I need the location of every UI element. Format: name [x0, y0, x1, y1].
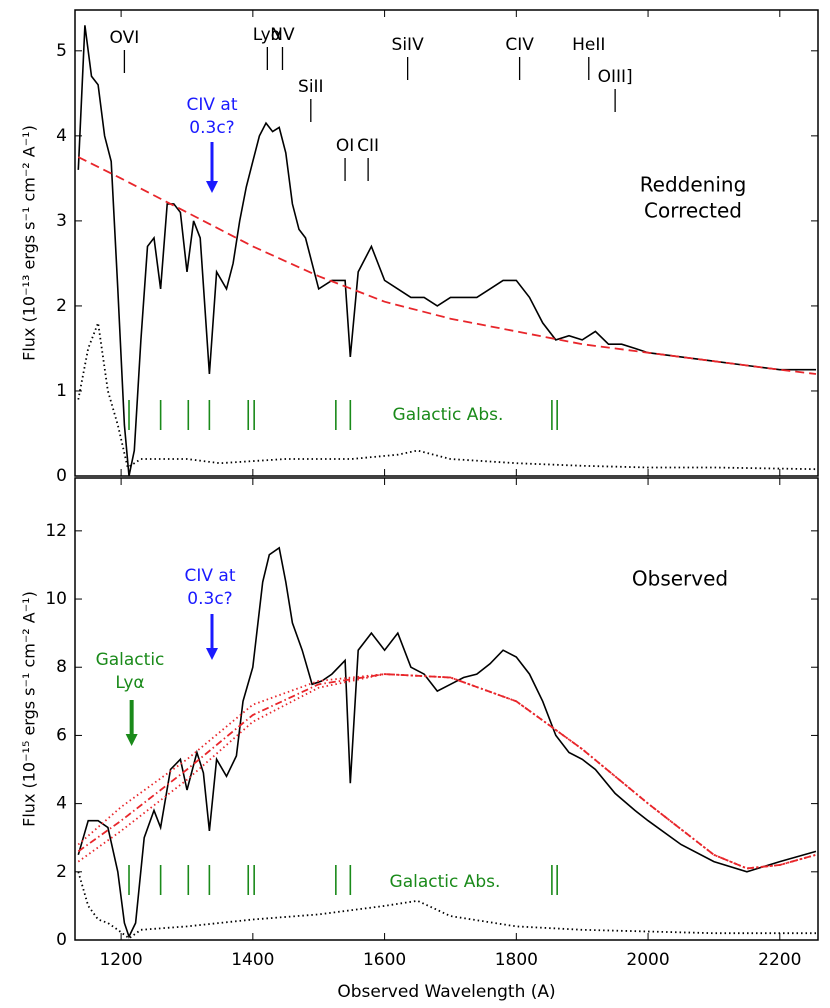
- annotation: Galactic: [96, 650, 165, 670]
- annotation: CIV at: [185, 566, 236, 586]
- x-axis-label: Observed Wavelength (A): [337, 982, 555, 1002]
- y-tick-label: 5: [56, 41, 67, 61]
- spectrum-line: [77, 673, 817, 870]
- feature-label: HeII: [572, 35, 605, 55]
- x-tick-label: 2200: [758, 950, 801, 970]
- feature-label: Lyα: [253, 25, 282, 45]
- y-axis-label: Flux (10⁻¹³ ergs s⁻¹ cm⁻² A⁻¹): [20, 125, 39, 361]
- feature-label: NV: [270, 25, 295, 45]
- spectrum-line: [77, 319, 817, 471]
- y-tick-label: 6: [56, 725, 67, 745]
- y-tick-label: 0: [56, 930, 67, 950]
- spectrum-line: [77, 25, 816, 476]
- spectrum-line: [77, 673, 817, 870]
- y-tick-label: 3: [56, 211, 67, 231]
- feature-label: SiII: [298, 77, 324, 97]
- axes-frame: [74, 477, 819, 941]
- arrow-head: [206, 181, 219, 193]
- y-tick-label: 0: [56, 466, 67, 486]
- galactic-abs-label: Galactic Abs.: [390, 872, 501, 892]
- y-axis-label: Flux (10⁻¹⁵ ergs s⁻¹ cm⁻² A⁻¹): [20, 591, 39, 827]
- spectrum-line: [77, 871, 816, 940]
- y-tick-label: 12: [45, 521, 67, 541]
- x-tick-label: 1400: [231, 950, 274, 970]
- y-tick-label: 2: [56, 862, 67, 882]
- y-tick-label: 4: [56, 126, 67, 146]
- annotation: 0.3c?: [187, 589, 232, 609]
- x-tick-label: 1800: [495, 950, 538, 970]
- spectrum-line: [77, 156, 817, 375]
- axes-frame: [74, 9, 819, 477]
- x-tick-label: 1200: [99, 950, 142, 970]
- x-tick-label: 2000: [626, 950, 669, 970]
- annotation: CIV at: [187, 95, 238, 115]
- feature-label: CII: [357, 136, 379, 156]
- x-tick-label: 1600: [363, 950, 406, 970]
- feature-label: OVI: [110, 28, 140, 48]
- arrow-head: [125, 734, 138, 746]
- annotation: Lyα: [115, 673, 144, 693]
- arrow-head: [206, 648, 219, 660]
- annotation: 0.3c?: [189, 118, 234, 138]
- feature-label: OIII]: [598, 67, 633, 87]
- y-tick-label: 4: [56, 794, 67, 814]
- y-tick-label: 2: [56, 296, 67, 316]
- y-tick-label: 10: [45, 589, 67, 609]
- annotation: Reddening: [640, 173, 747, 197]
- y-tick-label: 1: [56, 381, 67, 401]
- feature-label: CIV: [505, 35, 534, 55]
- feature-label: OI: [336, 136, 354, 156]
- spectrum-line: [77, 546, 817, 939]
- feature-label: SiIV: [392, 35, 425, 55]
- y-tick-label: 8: [56, 657, 67, 677]
- galactic-abs-label: Galactic Abs.: [393, 405, 504, 425]
- annotation: Corrected: [644, 199, 742, 223]
- annotation: Observed: [632, 567, 728, 591]
- spectrum-line: [77, 673, 817, 870]
